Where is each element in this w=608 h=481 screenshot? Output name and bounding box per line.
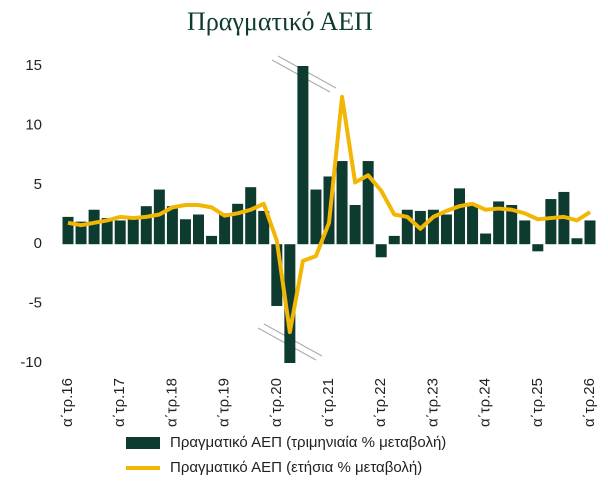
bar [532, 244, 544, 252]
x-tick-label: α΄τρ.19 [216, 378, 233, 427]
bar [140, 206, 152, 245]
x-tick-label: α΄τρ.24 [477, 378, 494, 427]
bar [75, 221, 87, 245]
bar [401, 209, 413, 245]
x-tick-label: α΄τρ.22 [372, 378, 389, 427]
x-tick-label: α΄τρ.25 [529, 378, 546, 427]
legend-label: Πραγματικό ΑΕΠ (τριμηνιαία % μεταβολή) [170, 434, 446, 451]
bar [62, 216, 74, 245]
bar [493, 201, 505, 245]
bar [297, 66, 309, 245]
y-tick-label: 10 [25, 116, 42, 133]
y-tick-label: -10 [20, 354, 42, 371]
bar [362, 161, 374, 245]
bar [519, 220, 531, 245]
bar [101, 218, 113, 245]
bar [219, 213, 231, 245]
bar [284, 244, 296, 363]
y-tick-label: -5 [29, 295, 42, 312]
x-tick-label: α΄τρ.23 [424, 378, 441, 427]
bar [388, 235, 400, 245]
legend-label: Πραγματικό ΑΕΠ (ετήσια % μεταβολή) [170, 459, 422, 476]
line [67, 94, 592, 335]
bar [232, 203, 244, 245]
bar [349, 204, 361, 245]
bar [193, 214, 204, 245]
bar [153, 189, 165, 245]
bar [506, 204, 518, 245]
bar [545, 199, 557, 245]
y-tick-label: 5 [34, 176, 42, 193]
y-tick-label: 15 [25, 57, 42, 74]
bar [584, 220, 596, 245]
x-tick-label: α΄τρ.20 [268, 378, 285, 427]
x-tick-label: α΄τρ.26 [581, 378, 598, 427]
x-tick-label: α΄τρ.16 [59, 378, 76, 427]
chart-title: Πραγματικό ΑΕΠ [187, 7, 373, 36]
bar [114, 220, 126, 245]
bar [166, 206, 178, 245]
bar [467, 204, 479, 245]
bar [245, 187, 257, 245]
bar [127, 218, 139, 245]
bar [375, 244, 387, 258]
bar [179, 219, 191, 245]
bar [88, 209, 100, 245]
bar [440, 214, 452, 245]
bar [480, 233, 492, 245]
bar [571, 238, 583, 245]
bar [271, 244, 283, 306]
legend-swatch [126, 437, 160, 449]
bar [454, 188, 465, 245]
bar [427, 209, 439, 245]
bar [258, 210, 270, 245]
x-tick-label: α΄τρ.17 [111, 378, 128, 427]
bar [206, 235, 218, 245]
y-tick-label: 0 [34, 235, 42, 252]
bar [336, 161, 348, 245]
x-tick-label: α΄τρ.18 [163, 378, 180, 427]
bar [310, 189, 322, 245]
x-tick-label: α΄τρ.21 [320, 378, 337, 427]
